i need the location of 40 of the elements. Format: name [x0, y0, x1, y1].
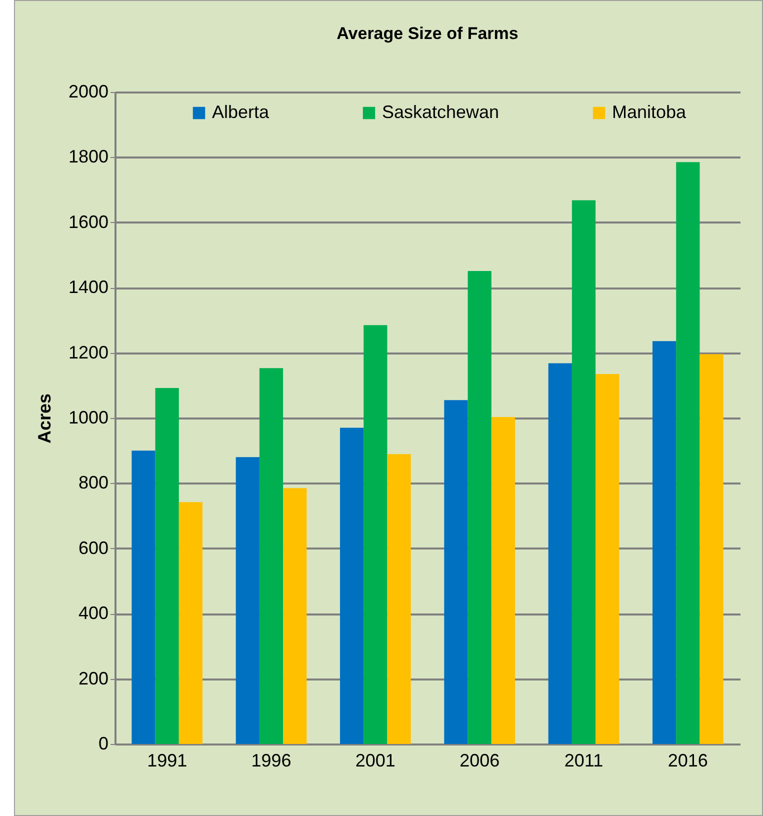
bar: [178, 502, 202, 744]
x-tick-label: 1996: [251, 750, 292, 770]
bar: [676, 162, 700, 744]
chart-title: Average Size of Farms: [336, 24, 518, 43]
bar: [596, 374, 620, 744]
y-tick-label: 1400: [68, 277, 108, 298]
bar: [155, 388, 179, 744]
y-axis-title: Acres: [34, 393, 54, 444]
bar: [700, 354, 724, 744]
bar: [283, 488, 307, 744]
bar: [236, 457, 260, 744]
bar: [259, 368, 284, 744]
y-tick-label: 800: [78, 472, 108, 493]
bar: [444, 400, 468, 744]
y-tick-label: 200: [78, 668, 108, 688]
x-tick-label: 2016: [668, 750, 708, 770]
y-tick-label: 1000: [68, 408, 108, 428]
x-tick-label: 2011: [564, 750, 604, 770]
bar: [468, 270, 492, 744]
bar: [364, 325, 388, 744]
bar: [491, 417, 515, 744]
y-tick-label: 600: [78, 538, 108, 558]
bar: [572, 200, 596, 744]
y-tick-label: 2000: [68, 82, 108, 102]
x-tick-label: 2001: [355, 750, 396, 770]
bar: [548, 363, 572, 744]
x-tick-label: 1991: [147, 750, 188, 770]
bar: [387, 454, 411, 744]
y-tick-label: 0: [98, 734, 108, 754]
x-tick-label: 2006: [460, 750, 500, 770]
y-tick-label: 1800: [68, 146, 108, 167]
legend-label: Saskatchewan: [382, 102, 500, 122]
bar: [652, 341, 676, 744]
y-tick-label: 1200: [68, 342, 108, 362]
y-tick-label: 1600: [68, 212, 108, 232]
bar: [340, 428, 364, 744]
legend-label: Alberta: [212, 102, 270, 122]
bar: [132, 450, 156, 744]
y-tick-label: 400: [78, 603, 108, 624]
legend-label: Manitoba: [612, 102, 688, 122]
